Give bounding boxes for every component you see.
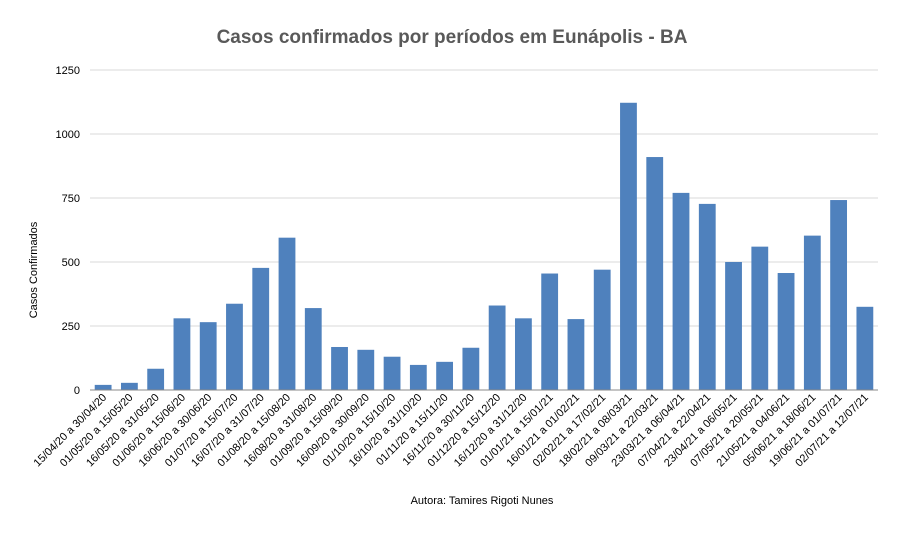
bar [646, 157, 664, 390]
bar [593, 269, 611, 390]
y-tick-label: 0 [74, 385, 80, 397]
bar [488, 305, 506, 390]
y-tick-label: 500 [62, 257, 80, 269]
bar [514, 318, 532, 390]
bar [331, 346, 348, 390]
bar [357, 349, 375, 390]
bar [436, 361, 454, 390]
bar [252, 267, 270, 390]
bar [672, 192, 690, 390]
y-tick-label: 1000 [56, 129, 80, 141]
bar [751, 246, 769, 390]
y-axis-label: Casos Confirmados [28, 221, 40, 318]
y-axis-ticks: 0 250 500 750 1000 1250 [56, 65, 80, 397]
y-tick-label: 1250 [56, 65, 80, 77]
bar [698, 203, 716, 390]
bar [226, 303, 243, 390]
bar [147, 368, 165, 390]
x-axis-label: Autora: Tamires Rigoti Nunes [411, 495, 554, 507]
bars [94, 102, 874, 390]
bar [304, 308, 322, 390]
bar [725, 262, 742, 390]
bar [856, 306, 874, 390]
bar [278, 237, 296, 390]
bar [803, 235, 821, 390]
chart-title: Casos confirmados por períodos em Eunápo… [217, 27, 688, 48]
bar [462, 347, 480, 390]
y-tick-label: 250 [62, 321, 80, 333]
y-tick-label: 750 [62, 193, 80, 205]
gridlines [90, 69, 878, 327]
bar [567, 319, 585, 390]
bar [173, 318, 191, 390]
bar [777, 273, 795, 390]
bar [120, 382, 138, 390]
bar [409, 364, 427, 390]
bar [830, 200, 848, 390]
bar [620, 102, 637, 390]
bar [199, 322, 217, 390]
bar [541, 273, 559, 390]
bar [94, 384, 112, 390]
bar [383, 356, 401, 390]
